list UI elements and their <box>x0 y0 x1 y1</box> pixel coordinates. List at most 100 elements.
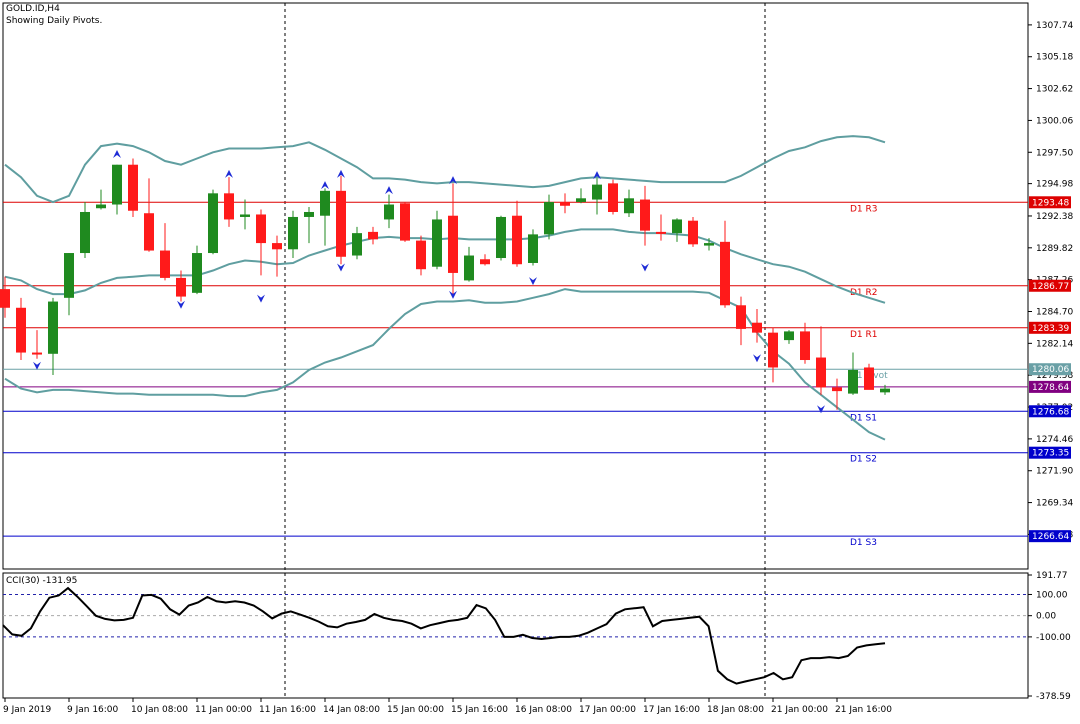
chart-symbol: GOLD.ID,H4 <box>6 4 60 14</box>
candle-body <box>0 289 10 308</box>
cci-panel-frame <box>2 572 1029 699</box>
pivot-price-tag <box>1029 196 1071 209</box>
pivot-price-tag <box>1029 321 1071 334</box>
time-tick-label: 10 Jan 08:00 <box>131 705 188 715</box>
candle-body <box>208 193 218 254</box>
price-tick-label: 1279.58 <box>1036 371 1073 381</box>
candle-body <box>688 220 698 245</box>
candle-body <box>576 198 586 203</box>
time-tick-label: 14 Jan 08:00 <box>323 705 380 715</box>
time-tick-label: 18 Jan 08:00 <box>707 705 764 715</box>
candle-body <box>784 331 794 341</box>
candle-body <box>880 388 890 393</box>
candle-body <box>384 204 394 220</box>
pivot-price-tag-label: 1266.64 <box>1032 532 1069 542</box>
pivot-price-tag <box>1029 279 1071 292</box>
price-tick-label: 1294.98 <box>1036 180 1073 190</box>
candle-body <box>816 357 826 388</box>
pivot-label: D1 S3 <box>850 538 877 548</box>
candle-body <box>832 387 842 392</box>
time-tick-label: 9 Jan 16:00 <box>67 705 119 715</box>
candle-body <box>720 241 730 306</box>
pivot-label: D1 R3 <box>850 204 878 214</box>
fractal-down-marker <box>177 300 185 309</box>
candle-body <box>480 259 490 265</box>
fractal-down-marker <box>33 361 41 370</box>
bollinger-upper-band <box>4 135 886 204</box>
fractal-down-marker <box>337 263 345 272</box>
pivot-label: D1 R2 <box>850 288 878 298</box>
fractal-up-marker <box>385 186 393 195</box>
pivot-label: D1 S1 <box>850 413 877 423</box>
time-tick-label: 11 Jan 00:00 <box>195 705 252 715</box>
candle-body <box>288 216 298 250</box>
candle-body <box>224 193 234 220</box>
time-tick-label: 21 Jan 16:00 <box>835 705 892 715</box>
candle-body <box>320 190 330 216</box>
time-tick-label: 16 Jan 08:00 <box>515 705 572 715</box>
candle-body <box>448 215 458 273</box>
candle-body <box>656 231 666 234</box>
pivot-price-tag <box>1029 530 1071 543</box>
time-tick-label: 11 Jan 16:00 <box>259 705 316 715</box>
cci-tick-label: 100.00 <box>1036 590 1068 600</box>
pivot-price-tag <box>1029 405 1071 418</box>
candle-body <box>368 231 378 240</box>
cci-tick-label: -100.00 <box>1036 633 1071 643</box>
candle-body <box>256 214 266 244</box>
candle-body <box>304 211 314 217</box>
candle-body <box>432 219 442 267</box>
candle-body <box>80 211 90 254</box>
last-price-tag-label: 1278.64 <box>1032 383 1069 393</box>
cci-tick-label: 191.77 <box>1036 571 1068 581</box>
time-tick-label: 21 Jan 00:00 <box>771 705 828 715</box>
fractal-down-marker <box>641 263 649 272</box>
fractal-down-marker <box>529 277 537 286</box>
candle-body <box>144 213 154 251</box>
candle-body <box>624 198 634 214</box>
time-tick-label: 9 Jan 2019 <box>3 705 51 715</box>
pivot-price-tag-label: 1286.77 <box>1032 282 1069 292</box>
fractal-up-marker <box>321 181 329 190</box>
candle-body <box>96 204 106 209</box>
candle-body <box>752 322 762 333</box>
candle-body <box>704 243 714 246</box>
candle-body <box>608 183 618 212</box>
candle-body <box>592 184 602 200</box>
chart-subtitle: Showing Daily Pivots. <box>6 16 103 26</box>
price-tick-label: 1289.82 <box>1036 244 1073 254</box>
candle-body <box>176 277 186 297</box>
candle-body <box>48 301 58 354</box>
pivot-price-tag-label: 1276.68 <box>1032 407 1069 417</box>
fractal-up-marker <box>113 150 121 159</box>
fractal-up-marker <box>337 169 345 178</box>
candle-body <box>848 369 858 394</box>
candle-body <box>544 202 554 235</box>
cci-tick-label: -378.59 <box>1036 692 1071 702</box>
candle-body <box>192 253 202 293</box>
fractal-down-marker <box>753 354 761 363</box>
price-tick-label: 1271.90 <box>1036 467 1073 477</box>
pivot-price-tag-label: 1280.06 <box>1032 365 1069 375</box>
price-tick-label: 1282.14 <box>1036 339 1073 349</box>
candle-body <box>768 332 778 368</box>
pivot-price-tag <box>1029 446 1071 459</box>
fractal-down-marker <box>817 405 825 414</box>
time-tick-label: 15 Jan 16:00 <box>451 705 508 715</box>
candle-body <box>240 214 250 217</box>
candle-body <box>64 253 74 298</box>
price-tick-label: 1307.74 <box>1036 21 1073 31</box>
candle-body <box>560 202 570 206</box>
price-tick-label: 1297.50 <box>1036 148 1073 158</box>
candle-body <box>32 352 42 355</box>
cci-tick-label: 0.00 <box>1036 612 1056 622</box>
candle-body <box>864 367 874 390</box>
candle-body <box>272 243 282 250</box>
fractal-down-marker <box>257 294 265 303</box>
time-tick-label: 15 Jan 00:00 <box>387 705 444 715</box>
candle-body <box>528 234 538 263</box>
candle-body <box>512 215 522 265</box>
candle-body <box>496 216 506 259</box>
time-tick-label: 17 Jan 16:00 <box>643 705 700 715</box>
candle-body <box>800 331 810 361</box>
